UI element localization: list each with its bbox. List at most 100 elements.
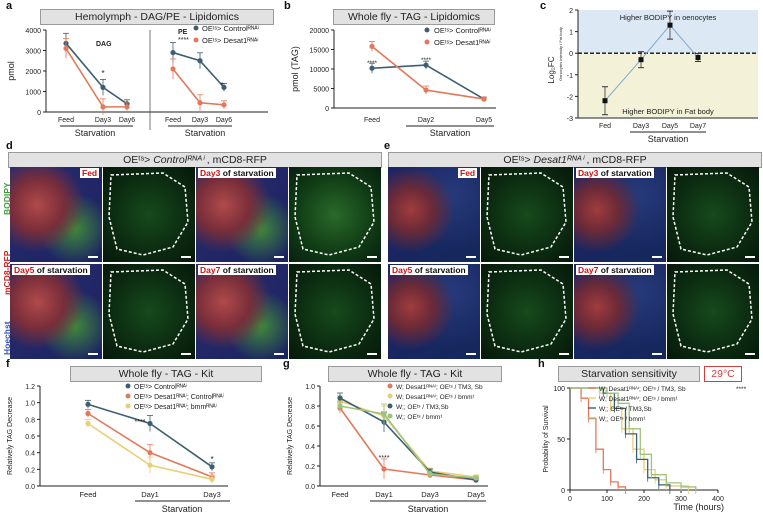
b-ytick-label: 20000 xyxy=(310,28,330,35)
g-series-3-point xyxy=(337,403,343,409)
merged-image xyxy=(196,264,288,359)
a-pe-label: PE xyxy=(178,29,188,36)
timepoint-day: Day5 xyxy=(14,265,35,275)
panel-letter-c: c xyxy=(540,0,547,12)
timepoint-label: Day7 of starvation xyxy=(198,265,276,275)
h-ylabel: Probability of Survival xyxy=(543,405,550,473)
h-survival-curve-0 xyxy=(570,387,627,490)
scale-bar xyxy=(652,353,662,355)
a-xtick-label: Day6 xyxy=(119,117,135,124)
a-star-3: * xyxy=(220,81,223,90)
timepoint-day: Day3 xyxy=(200,168,221,178)
g-legend-marker xyxy=(387,383,393,389)
c-ytick-label: 2 xyxy=(569,8,573,15)
c-xtick-label: Fed xyxy=(599,123,611,130)
bodipy-image xyxy=(667,264,759,359)
side-label-hoechst: Hoechst xyxy=(2,321,12,355)
c-bottom-text: Higher BODIPY in Fat body xyxy=(622,107,714,116)
a-legend-marker-1 xyxy=(193,25,199,31)
bodipy-image xyxy=(103,264,195,359)
h-xlabel: Time (hours) xyxy=(673,502,724,512)
b-legend-label-1: OEᵗˢ> Controlᴿᴺᴬⁱ xyxy=(434,26,491,35)
h-xtick-label: 0 xyxy=(568,496,572,503)
scale-bar xyxy=(274,256,284,258)
a-pe-0-point xyxy=(221,84,227,90)
scale-bar xyxy=(466,353,476,355)
f-ytick-label: 0.8 xyxy=(25,417,35,424)
scale-bar xyxy=(181,256,191,258)
timepoint-suffix: of starvation xyxy=(598,265,652,275)
f-legend-marker xyxy=(125,393,131,399)
bodipy-image xyxy=(289,264,381,359)
a-pe-1-line xyxy=(172,68,225,106)
f-star-2: * xyxy=(210,455,213,464)
a-star-2: **** xyxy=(178,37,189,44)
merged-image xyxy=(388,167,480,262)
f-series-2-point xyxy=(85,420,91,427)
tissue-outline-path xyxy=(672,172,753,256)
b-star-1: **** xyxy=(367,60,378,67)
b-series-1-point xyxy=(481,96,487,102)
a-pe-0-point xyxy=(197,58,203,64)
timepoint-label: Fed xyxy=(80,168,100,178)
bodipy-image xyxy=(481,264,573,359)
panel-letter-h: h xyxy=(538,358,545,370)
side-label-bodipy: BODIPY xyxy=(2,182,12,215)
bodipy-image xyxy=(103,167,195,262)
timepoint-label: Day7 of starvation xyxy=(576,265,654,275)
a-xtick-label: Feed xyxy=(58,117,74,124)
g-ytick-label: 0.4 xyxy=(305,444,315,451)
c-xtick-label: Day3 xyxy=(633,123,649,130)
scale-bar xyxy=(274,353,284,355)
a-pe-0-line xyxy=(172,51,225,88)
scale-bar xyxy=(745,256,755,258)
f-ytick-label: 1.0 xyxy=(25,401,35,408)
h-ytick-label: 50 xyxy=(557,437,565,444)
g-series-2-point xyxy=(337,395,343,401)
h-xtick-label: 300 xyxy=(675,496,687,503)
g-series-3-line xyxy=(339,405,477,479)
tissue-outline xyxy=(294,269,375,353)
b-ytick-label: 10000 xyxy=(310,67,330,74)
merged-image xyxy=(388,264,480,359)
c-ylabel: Log₂FC xyxy=(547,56,556,83)
f-star-1: **** xyxy=(135,419,146,426)
a-dag-1-point xyxy=(124,104,130,110)
tissue-outline xyxy=(108,172,189,256)
h-ytick-label: 0 xyxy=(561,488,565,495)
panel-b-title: Whole fly - TAG - Lipidomics xyxy=(333,9,495,25)
c-xtick-label: Day7 xyxy=(690,123,706,130)
g-ylabel: Relatively TAG Decrease xyxy=(287,397,294,475)
b-legend-label-2: OEᵗˢ> Desat1ᴿᴺᴬⁱ xyxy=(434,38,491,47)
c-xtick-label: Day5 xyxy=(662,123,678,130)
b-ylabel: pmol (TAG) xyxy=(290,46,300,92)
b-series-0-point xyxy=(423,62,429,68)
side-label-mcd8: mCD8-RFP xyxy=(2,250,12,295)
a-legend-marker-2 xyxy=(193,37,199,43)
timepoint-label: Day3 of starvation xyxy=(198,168,276,178)
scale-bar xyxy=(181,353,191,355)
panel-a-chart: 0 1000 2000 3000 4000 Feed Day3 Day6 Feed Day3 Day… xyxy=(6,24,268,138)
g-series-3-point xyxy=(427,471,433,477)
c-ytick-label: -3 xyxy=(567,116,573,123)
a-xtick-label: Day6 xyxy=(216,117,232,124)
a-ytick-label: 2000 xyxy=(25,69,41,76)
tissue-outline xyxy=(486,172,567,256)
bodipy-image xyxy=(667,167,759,262)
f-series-0-point xyxy=(209,464,215,470)
a-legend-label-1: OEᵗˢ> Controlᴿᴺᴬⁱ xyxy=(202,24,259,33)
scale-bar xyxy=(88,256,98,258)
c-ylabel-sub: Oenocytes intensity / Fat body xyxy=(558,27,563,81)
bodipy-image xyxy=(289,167,381,262)
b-series-0-line xyxy=(371,64,485,100)
b-series-1-point xyxy=(423,87,429,93)
tissue-outline xyxy=(672,172,753,256)
b-legend-marker-2 xyxy=(424,39,430,45)
tissue-outline xyxy=(486,269,567,353)
c-ytick-label: 1 xyxy=(569,30,573,37)
g-xtick-label: Day5 xyxy=(467,490,485,499)
c-top-text: Higher BODIPY in oenocytes xyxy=(620,13,717,22)
f-series-1-point xyxy=(85,410,91,417)
